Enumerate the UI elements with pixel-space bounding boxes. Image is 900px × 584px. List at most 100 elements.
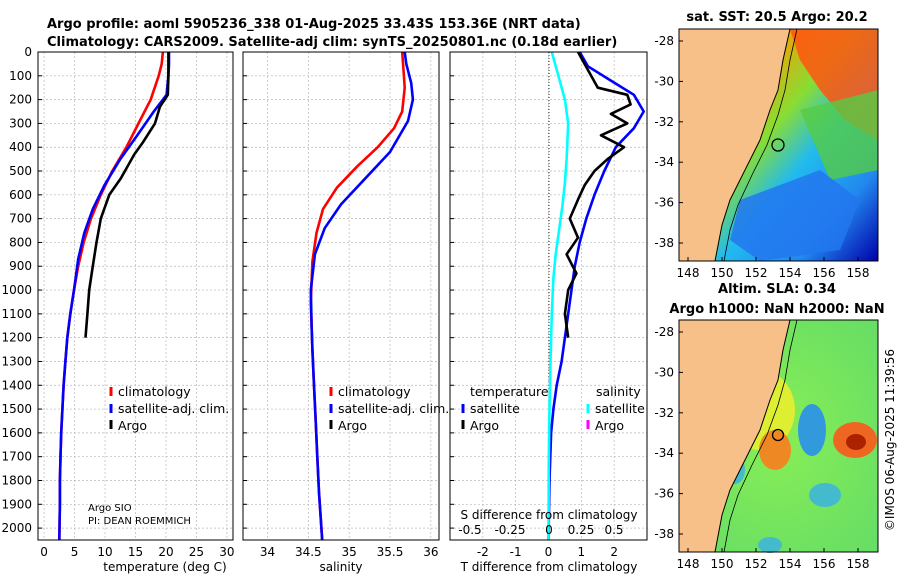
sst-land [679, 29, 790, 261]
lat-tick-label: -30 [654, 74, 674, 88]
sst-blue-region [730, 170, 860, 261]
lat-tick-label: -28 [654, 325, 674, 339]
header-line2: Climatology: CARS2009. Satellite-adj cli… [47, 35, 617, 50]
legend-header-salinity: salinity [596, 384, 641, 399]
legend-label-sal-satellite: satellite [595, 401, 645, 416]
temperature-legend: climatology satellite-adj. clim. Argo [109, 384, 229, 433]
salinity-legend: climatology satellite-adj. clim. Argo [329, 384, 449, 433]
legend-label-sal-argo: Argo [595, 418, 624, 433]
sst-green-region [800, 90, 878, 180]
lat-tick-label: -28 [654, 34, 674, 48]
sst-depth-contour [723, 28, 798, 262]
legend-label-argo: Argo [338, 418, 367, 433]
lat-tick-label: -34 [654, 446, 674, 460]
series-line-temperature-argo [563, 51, 632, 338]
lat-tick-label: -34 [654, 155, 674, 169]
x-tick-label: 36 [423, 545, 438, 559]
sst-map-frame [678, 28, 879, 262]
series-line-satellite-adj-clim- [309, 51, 415, 541]
lon-tick-label: 158 [847, 557, 870, 571]
series-line-temperature-satellite [547, 51, 646, 541]
y-tick-label: 300 [9, 116, 32, 130]
difference-legend-salinity: salinity satellite Argo [586, 384, 645, 433]
header-line1: Argo profile: aoml 5905236_338 01-Aug-20… [47, 17, 581, 32]
legend-label-climatology: climatology [338, 384, 411, 399]
legend-label-temp-argo: Argo [470, 418, 499, 433]
x-tick-label: 35 [342, 545, 357, 559]
y-tick-label: 800 [9, 235, 32, 249]
y-tick-label: 700 [9, 212, 32, 226]
y-tick-label: 400 [9, 140, 32, 154]
lon-tick-label: 150 [711, 266, 734, 280]
lon-tick-label: 152 [745, 557, 768, 571]
lon-tick-label: 156 [813, 557, 836, 571]
lon-tick-label: 148 [677, 557, 700, 571]
lon-tick-label: 156 [813, 266, 836, 280]
sst-map-title: sat. SST: 20.5 Argo: 20.2 [686, 10, 867, 25]
y-tick-label: 2000 [1, 521, 32, 535]
x-tick-label: 15 [128, 545, 143, 559]
y-tick-label: 1300 [1, 354, 32, 368]
y-tick-label: 1100 [1, 307, 32, 321]
y-tick-label: 1500 [1, 402, 32, 416]
sla-high-orange [759, 430, 791, 470]
lat-tick-label: -32 [654, 406, 674, 420]
y-tick-label: 600 [9, 188, 32, 202]
series-line-climatology [309, 51, 407, 541]
legend-label-argo: Argo [118, 418, 147, 433]
sla-peak [846, 434, 866, 450]
series-line-argo [84, 52, 170, 338]
lon-tick-label: 158 [847, 266, 870, 280]
x-tick-label: 5 [71, 545, 79, 559]
sla-low-south [809, 483, 841, 507]
y-tick-label: 900 [9, 259, 32, 273]
sla-land [679, 320, 790, 552]
y-tick-label: 1700 [1, 450, 32, 464]
temperature-panel: 0100200300400500600700800900100011001200… [1, 45, 234, 574]
annotation-argo-sio: Argo SIO [88, 503, 132, 514]
x-tick-label: 34 [260, 545, 275, 559]
s-tick: 0.25 [568, 523, 595, 537]
y-tick-label: 1900 [1, 497, 32, 511]
salinity-panel: 34 34.5 35 35.5 36 salinity climatology sate… [242, 51, 449, 574]
lat-tick-label: -30 [654, 365, 674, 379]
salinity-axes-frame [242, 51, 440, 541]
sla-argo-location-marker [771, 428, 785, 442]
lat-tick-label: -36 [654, 196, 674, 210]
sla-map-title1: Altim. SLA: 0.34 [718, 282, 836, 297]
y-tick-label: 0 [24, 45, 32, 59]
difference-panel: -2 -1 0 1 2 T difference from climatology S … [449, 51, 648, 574]
lon-tick-label: 154 [779, 557, 802, 571]
y-tick-label: 1200 [1, 331, 32, 345]
legend-label-temp-satellite: satellite [470, 401, 520, 416]
sst-argo-location-marker [771, 138, 785, 152]
sst-coastline [714, 28, 791, 262]
temperature-axes-frame [37, 51, 234, 541]
lon-tick-label: 152 [745, 266, 768, 280]
x-tick-label: 30 [219, 545, 234, 559]
sla-depth-contour [723, 319, 798, 553]
legend-header-temperature: temperature [470, 384, 549, 399]
y-tick-label: 200 [9, 93, 32, 107]
y-tick-label: 1400 [1, 378, 32, 392]
x-tick-label: 0 [40, 545, 48, 559]
sst-map: sat. SST: 20.5 Argo: 20.2 -28 -30 -32 -34 -3… [654, 10, 879, 280]
s-tick: 0.5 [604, 523, 623, 537]
sla-low-bottom [758, 537, 782, 553]
x-tick-label: 2 [610, 545, 618, 559]
temperature-xlabel: temperature (deg C) [103, 560, 226, 574]
y-tick-label: 1800 [1, 473, 32, 487]
lat-tick-label: -36 [654, 487, 674, 501]
lon-tick-label: 150 [711, 557, 734, 571]
y-tick-label: 500 [9, 164, 32, 178]
x-tick-label: 0 [545, 545, 553, 559]
x-tick-label: 34.5 [295, 545, 322, 559]
lat-tick-label: -38 [654, 527, 674, 541]
x-tick-label: -2 [477, 545, 489, 559]
sla-map-title2: Argo h1000: NaN h2000: NaN [669, 302, 884, 317]
lon-tick-label: 148 [677, 266, 700, 280]
legend-label-satellite: satellite-adj. clim. [338, 401, 449, 416]
lat-tick-label: -32 [654, 115, 674, 129]
difference-xlabel: T difference from climatology [460, 560, 638, 574]
